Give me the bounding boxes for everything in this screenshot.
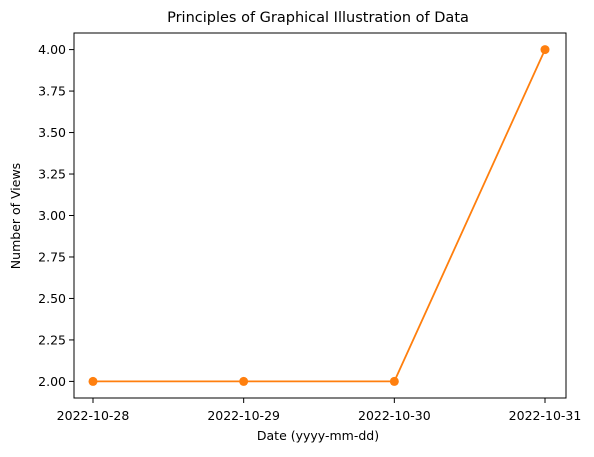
- y-tick-label: 3.50: [38, 125, 66, 140]
- y-tick-label: 2.00: [38, 374, 66, 389]
- x-tick-label: 2022-10-30: [358, 408, 431, 423]
- axes-frame: [74, 33, 566, 398]
- chart-title: Principles of Graphical Illustration of …: [167, 10, 469, 26]
- plot-area: [89, 45, 550, 386]
- series-line: [93, 50, 545, 382]
- data-point: [89, 377, 98, 386]
- x-tick-label: 2022-10-29: [207, 408, 280, 423]
- y-axis: 2.00 2.25 2.50 2.75 3.00 3.25 3.50 3.75 4.00: [38, 42, 74, 389]
- data-point: [541, 45, 550, 54]
- data-point: [390, 377, 399, 386]
- x-axis: 2022-10-28 2022-10-29 2022-10-30 2022-10-31: [57, 398, 582, 423]
- x-tick-label: 2022-10-28: [57, 408, 130, 423]
- y-tick-label: 2.25: [38, 332, 66, 347]
- y-tick-label: 3.00: [38, 208, 66, 223]
- x-axis-label: Date (yyyy-mm-dd): [257, 428, 379, 443]
- x-tick-label: 2022-10-31: [509, 408, 582, 423]
- y-axis-label: Number of Views: [8, 163, 23, 269]
- y-tick-label: 3.25: [38, 167, 66, 182]
- y-tick-label: 4.00: [38, 42, 66, 57]
- y-tick-label: 2.50: [38, 291, 66, 306]
- y-tick-label: 3.75: [38, 84, 66, 99]
- data-point: [239, 377, 248, 386]
- y-tick-label: 2.75: [38, 249, 66, 264]
